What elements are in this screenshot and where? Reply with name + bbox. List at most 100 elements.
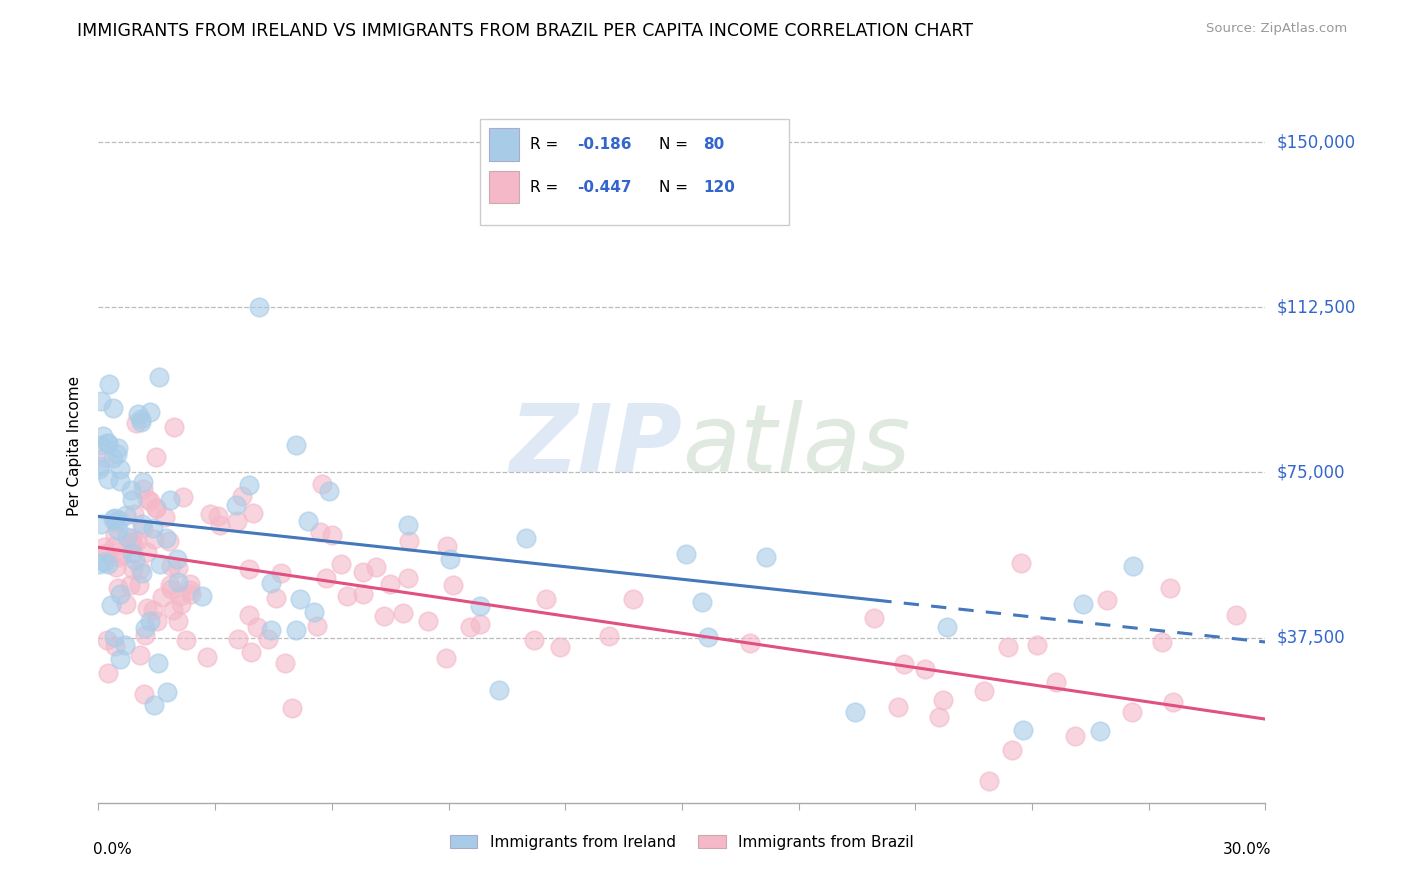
Point <box>166 575 188 590</box>
Point <box>108 475 131 489</box>
Text: 80: 80 <box>703 137 724 153</box>
Point <box>108 549 131 564</box>
Point <box>93 555 115 569</box>
Point <box>132 521 155 535</box>
Point <box>89 458 111 473</box>
Point <box>862 611 884 625</box>
Point <box>121 562 143 576</box>
Point <box>281 700 304 714</box>
Point <box>740 636 762 650</box>
Point <box>468 616 491 631</box>
Point <box>101 401 124 415</box>
Point <box>378 577 401 591</box>
Point <box>285 438 308 452</box>
FancyBboxPatch shape <box>489 128 519 161</box>
Point <box>104 528 127 542</box>
Point <box>139 404 162 418</box>
Point <box>418 614 440 628</box>
Point <box>105 447 128 461</box>
Point <box>231 490 253 504</box>
Point <box>290 591 312 606</box>
Point <box>150 591 173 605</box>
Point <box>1045 674 1067 689</box>
Point <box>180 587 202 601</box>
Point <box>125 417 148 431</box>
Point <box>697 630 720 644</box>
Point <box>1071 597 1094 611</box>
FancyBboxPatch shape <box>479 120 789 225</box>
Point <box>352 565 374 579</box>
Point <box>131 566 153 580</box>
Point <box>134 687 156 701</box>
Point <box>107 524 129 538</box>
Point <box>373 609 395 624</box>
Point <box>89 461 111 475</box>
Point <box>155 531 177 545</box>
Point <box>396 518 419 533</box>
Point <box>107 442 129 456</box>
Point <box>104 515 127 529</box>
Point <box>97 557 120 571</box>
Point <box>166 614 188 628</box>
Point <box>128 562 150 576</box>
Point <box>97 471 120 485</box>
Point <box>139 494 162 508</box>
Point <box>132 482 155 496</box>
Point <box>260 623 283 637</box>
Point <box>89 438 111 452</box>
Point <box>274 656 297 670</box>
Text: ZIP: ZIP <box>509 400 682 492</box>
Point <box>120 535 142 549</box>
Point <box>159 559 181 574</box>
Point <box>89 558 111 572</box>
Point <box>621 592 644 607</box>
Text: N =: N = <box>658 137 688 153</box>
Point <box>887 700 910 714</box>
Point <box>239 645 262 659</box>
Point <box>124 507 146 521</box>
Point <box>997 640 1019 654</box>
Point <box>127 534 149 549</box>
Point <box>179 582 201 597</box>
Text: Source: ZipAtlas.com: Source: ZipAtlas.com <box>1206 22 1347 36</box>
Point <box>156 685 179 699</box>
Point <box>208 518 231 533</box>
Point <box>136 545 159 559</box>
Point <box>439 551 461 566</box>
Point <box>488 682 510 697</box>
Point <box>115 508 138 522</box>
Point <box>174 632 197 647</box>
Point <box>225 498 247 512</box>
Point <box>207 509 229 524</box>
Point <box>1161 695 1184 709</box>
Point <box>134 621 156 635</box>
Text: R =: R = <box>530 137 558 153</box>
Point <box>931 692 953 706</box>
Point <box>96 436 118 450</box>
Point <box>103 450 125 465</box>
Point <box>226 514 249 528</box>
Point <box>108 652 131 666</box>
Point <box>598 629 620 643</box>
Point <box>121 492 143 507</box>
Point <box>127 407 149 421</box>
FancyBboxPatch shape <box>489 171 519 203</box>
Point <box>396 571 419 585</box>
Point <box>238 478 260 492</box>
Point <box>93 541 115 555</box>
Text: atlas: atlas <box>682 401 910 491</box>
Text: $112,500: $112,500 <box>1277 298 1355 317</box>
Point <box>118 577 141 591</box>
Point <box>321 528 343 542</box>
Point <box>284 623 307 637</box>
Point <box>159 577 181 591</box>
Point <box>136 492 159 507</box>
Point <box>264 591 287 605</box>
Point <box>1225 607 1247 622</box>
Text: R =: R = <box>530 180 558 195</box>
Point <box>366 560 388 574</box>
Point <box>139 614 162 628</box>
Point <box>129 648 152 662</box>
Point <box>242 506 264 520</box>
Point <box>128 578 150 592</box>
